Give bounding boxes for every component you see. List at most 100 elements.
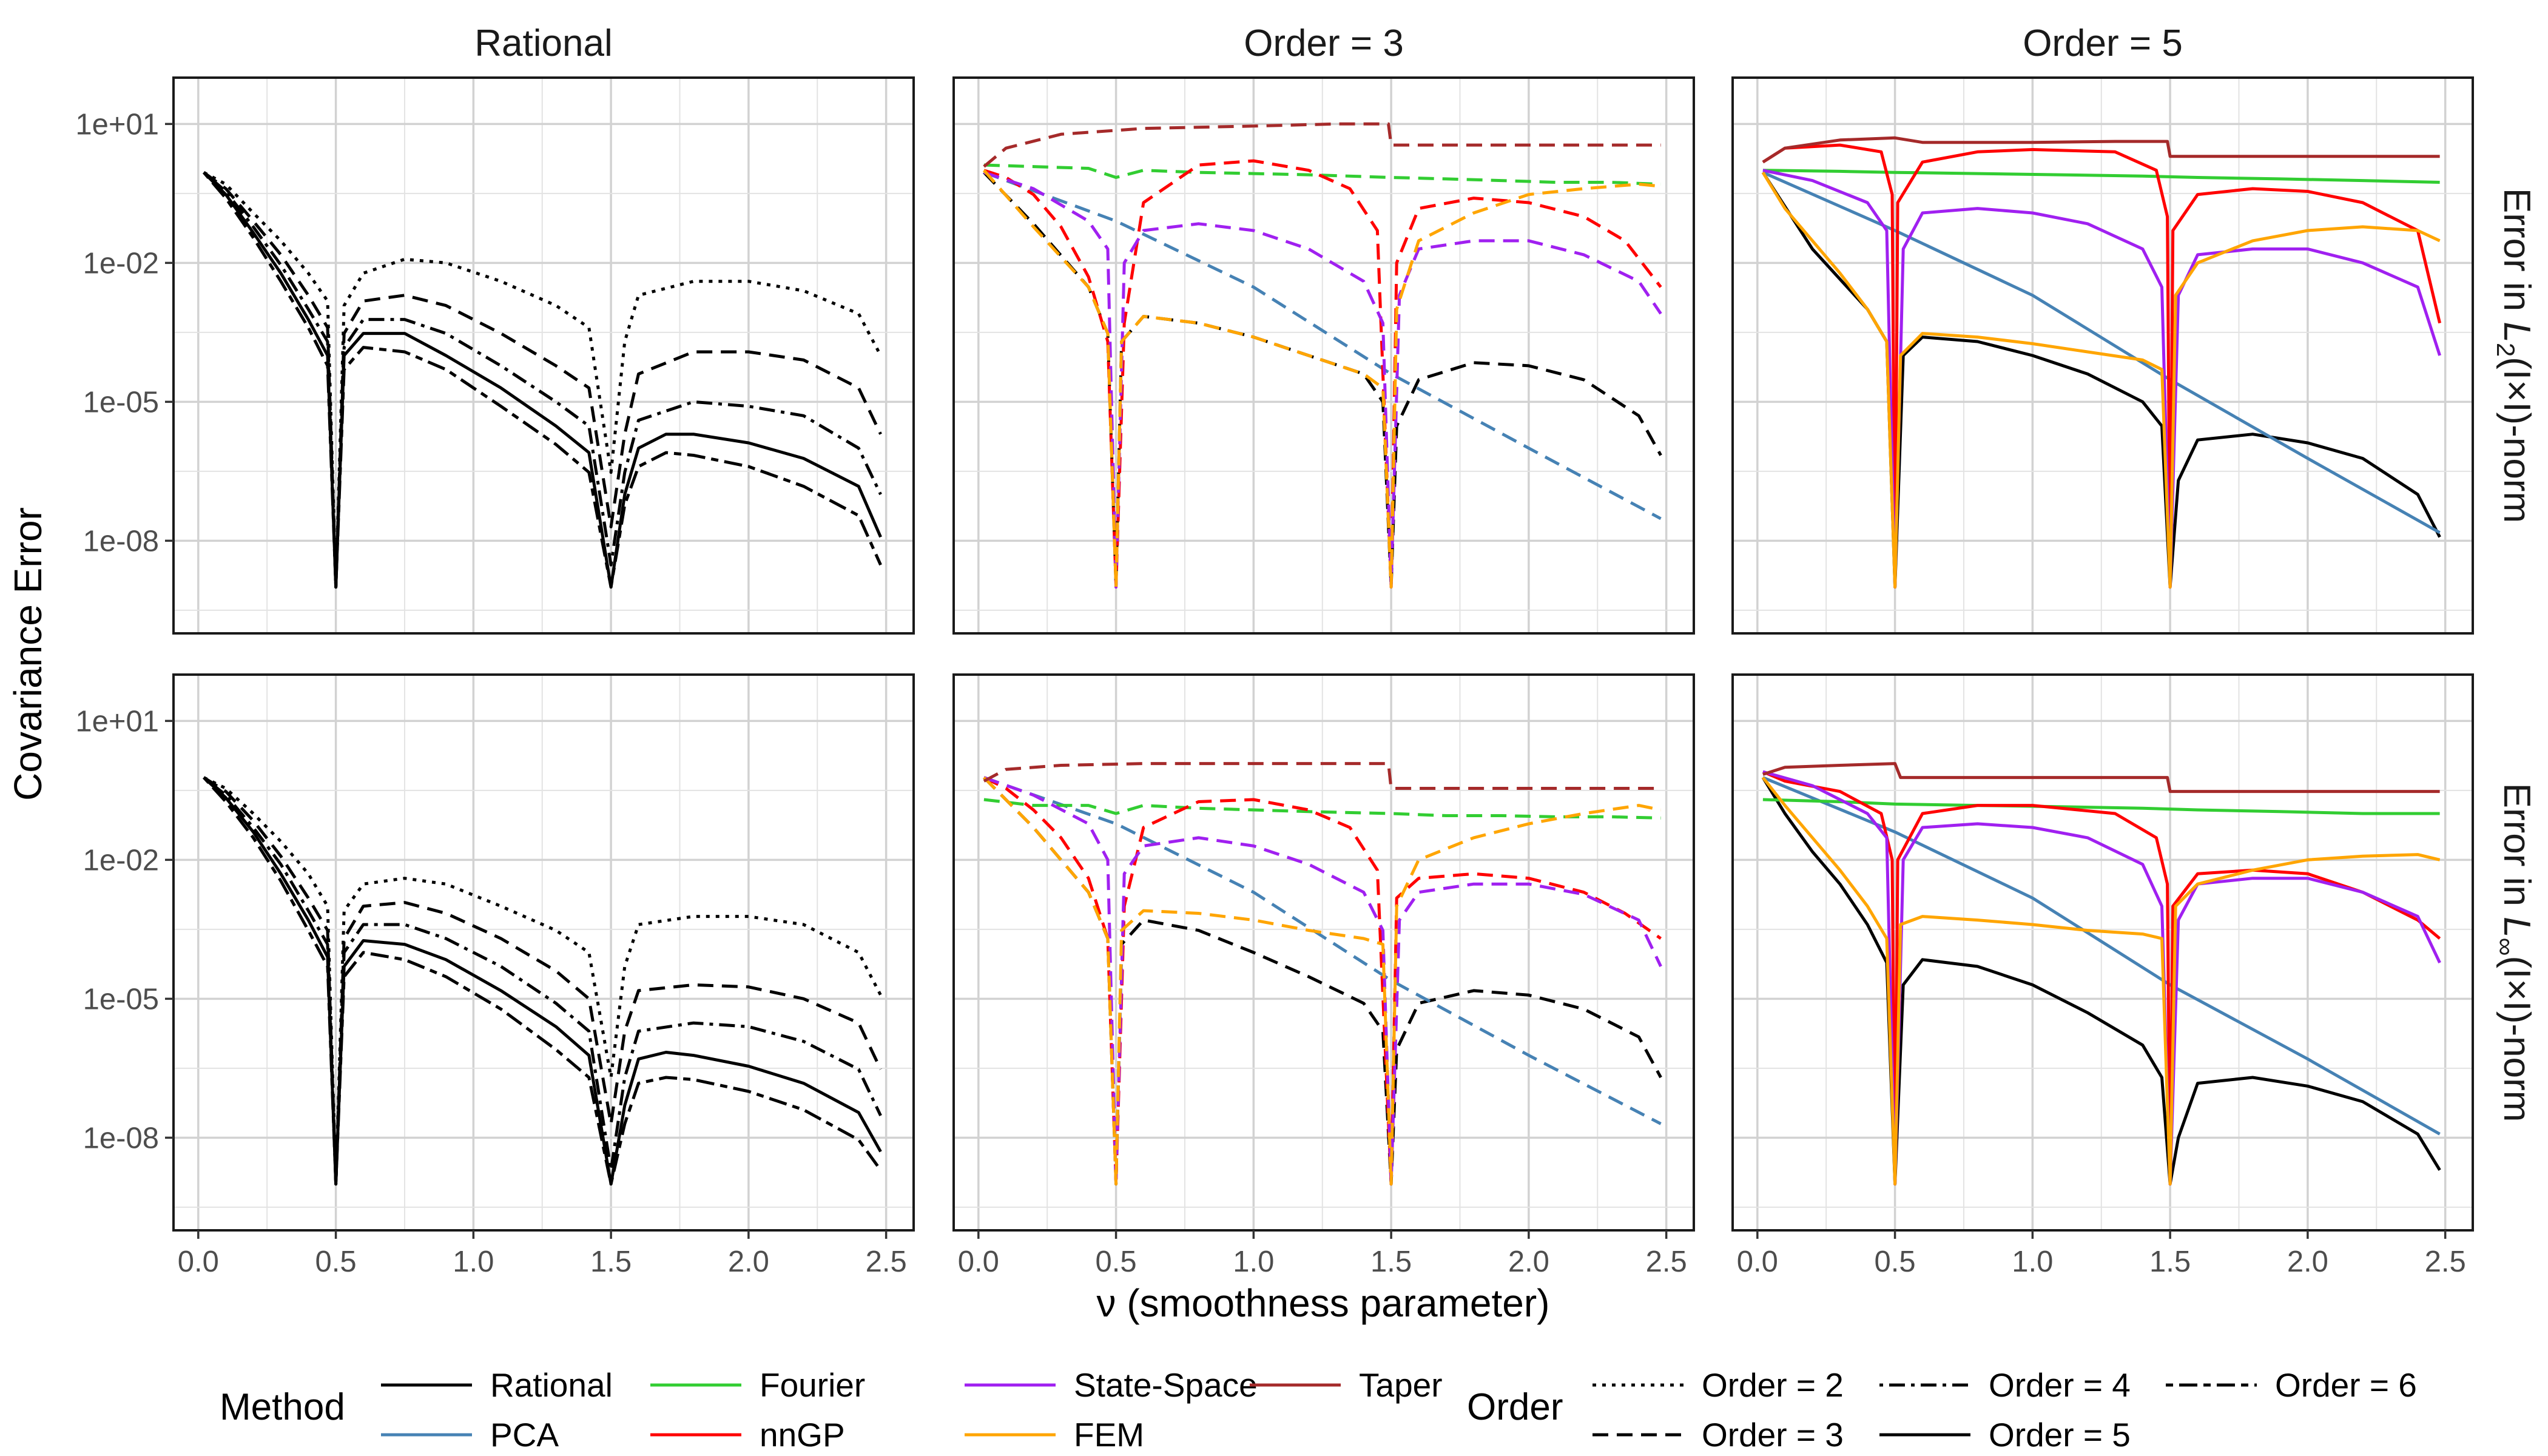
panel-grid-1-2 xyxy=(1733,675,2473,1230)
series-line-rational xyxy=(203,171,882,589)
panel-border xyxy=(1731,76,2474,635)
panel-border xyxy=(172,673,915,1232)
x-tick-label: 2.0 xyxy=(1508,1245,1549,1278)
panel-series-0-1 xyxy=(983,122,1662,589)
row-strip-suffix: (I×I)-norm xyxy=(2496,357,2538,523)
x-tick-label: 2.5 xyxy=(1646,1245,1687,1278)
series-line-fem xyxy=(1761,777,2441,1186)
row-strip-title: Error in L2(I×I)-norm xyxy=(2492,188,2538,523)
row-strip-norm-subscript: 2 xyxy=(2492,343,2520,357)
series-line-rational xyxy=(203,776,882,1186)
series-line-rational xyxy=(1761,777,2441,1186)
series-line-nngp xyxy=(983,776,1662,1186)
row-strip-prefix: Error in xyxy=(2496,783,2538,917)
panel-border xyxy=(952,673,1695,1232)
x-tick-label: 2.0 xyxy=(2287,1245,2328,1278)
x-tick-label: 2.0 xyxy=(728,1245,769,1278)
legend-label: Order = 3 xyxy=(1702,1416,1844,1454)
panel-background xyxy=(1733,675,2473,1230)
y-tick-label: 1e-02 xyxy=(83,844,159,877)
y-tick-label: 1e-05 xyxy=(83,386,159,419)
y-tick-label: 1e-05 xyxy=(83,983,159,1016)
legend-label: Order = 2 xyxy=(1702,1366,1844,1404)
legend-label: Taper xyxy=(1359,1366,1443,1404)
series-line-state-space xyxy=(983,776,1662,1186)
legend-label: Fourier xyxy=(760,1366,865,1404)
legend-label: Order = 5 xyxy=(1989,1416,2131,1454)
row-strip-norm-subscript: ∞ xyxy=(2492,938,2520,956)
panel-border xyxy=(172,76,915,635)
series-line-rational xyxy=(203,776,882,1186)
series-line-rational xyxy=(203,776,882,1186)
x-tick-label: 1.5 xyxy=(1370,1245,1412,1278)
series-line-nngp xyxy=(1762,143,2442,589)
panel-series-1-2 xyxy=(1761,762,2441,1186)
series-line-pca xyxy=(1762,170,2441,534)
panel-background xyxy=(954,675,1694,1230)
y-tick-label: 1e-08 xyxy=(83,1122,159,1154)
x-tick-label: 1.5 xyxy=(2149,1245,2191,1278)
x-tick-label: 1.5 xyxy=(590,1245,632,1278)
x-tick-label: 0.0 xyxy=(178,1245,219,1278)
x-axis-title: ν (smoothness parameter) xyxy=(1097,1281,1550,1325)
series-line-fourier xyxy=(983,798,1661,820)
series-line-rational xyxy=(203,170,882,589)
x-tick-label: 1.0 xyxy=(2012,1245,2053,1278)
series-line-pca xyxy=(983,776,1662,1125)
row-strip-norm-symbol: L xyxy=(2496,917,2538,937)
column-strip-title: Order = 5 xyxy=(2023,22,2183,64)
x-tick-label: 2.5 xyxy=(2425,1245,2466,1278)
column-strip-title: Order = 3 xyxy=(1244,22,1404,64)
x-tick-label: 0.5 xyxy=(1875,1245,1916,1278)
series-line-state-space xyxy=(983,170,1662,589)
column-strip-title: Rational xyxy=(474,22,612,64)
legend-method-title: Method xyxy=(220,1386,345,1428)
y-tick-label: 1e+01 xyxy=(75,705,159,738)
row-strip-norm-symbol: L xyxy=(2496,322,2538,342)
legend-label: nnGP xyxy=(760,1416,845,1454)
series-line-nngp xyxy=(983,159,1662,589)
series-line-fourier xyxy=(983,163,1661,186)
legend-label: Order = 4 xyxy=(1989,1366,2131,1404)
legend-label: FEM xyxy=(1074,1416,1144,1454)
x-tick-label: 0.0 xyxy=(1737,1245,1778,1278)
series-line-rational xyxy=(203,171,882,589)
series-line-fem xyxy=(1761,171,2441,589)
y-tick-label: 1e-08 xyxy=(83,525,159,558)
y-axis-title: Covariance Error xyxy=(6,507,50,801)
x-tick-label: 1.0 xyxy=(453,1245,494,1278)
panel-series-0-0 xyxy=(203,170,882,589)
row-strip-suffix: (I×I)-norm xyxy=(2496,956,2538,1122)
series-line-fourier xyxy=(1762,798,2440,815)
row-strip-title: Error in L∞(I×I)-norm xyxy=(2492,783,2538,1122)
series-line-fem xyxy=(983,776,1662,1186)
panel-background xyxy=(954,78,1694,633)
panel-grid-0-0 xyxy=(174,78,914,633)
x-tick-label: 0.5 xyxy=(315,1245,357,1278)
series-line-taper xyxy=(983,762,1661,790)
panel-background xyxy=(174,675,914,1230)
legend-label: Order = 6 xyxy=(2275,1366,2417,1404)
series-line-taper xyxy=(1762,136,2440,164)
legend-order-title: Order xyxy=(1467,1386,1563,1428)
panel-grid-1-1 xyxy=(954,675,1694,1230)
panel-series-0-2 xyxy=(1761,136,2442,589)
panel-background xyxy=(174,78,914,633)
legend-label: Rational xyxy=(490,1366,613,1404)
panel-grid-0-1 xyxy=(954,78,1694,633)
panel-grid-1-0 xyxy=(174,675,914,1230)
legend: Method Rational PCA Fourier nnGP State-Space F… xyxy=(220,1366,2417,1454)
y-tick-label: 1e-02 xyxy=(83,247,159,280)
panel-series-1-1 xyxy=(983,762,1662,1186)
series-line-taper xyxy=(1762,762,2440,794)
y-tick-label: 1e+01 xyxy=(75,108,159,141)
series-line-state-space xyxy=(1762,770,2441,1186)
panel-border xyxy=(952,76,1695,635)
series-line-nngp xyxy=(1762,770,2441,1186)
x-tick-label: 0.0 xyxy=(958,1245,999,1278)
x-tick-label: 0.5 xyxy=(1096,1245,1137,1278)
x-tick-label: 1.0 xyxy=(1233,1245,1274,1278)
series-line-rational xyxy=(203,171,882,589)
legend-label: State-Space xyxy=(1074,1366,1258,1404)
